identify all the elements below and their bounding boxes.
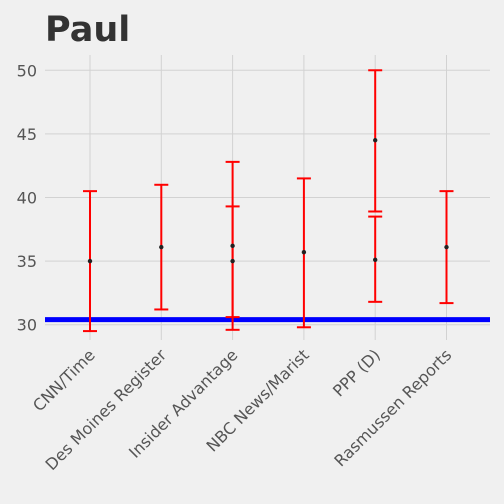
data-points: [87, 138, 449, 264]
y-tick-label: 50: [17, 61, 37, 80]
grid: [45, 55, 490, 340]
data-point: [230, 258, 235, 264]
x-tick-label: PPP (D): [329, 345, 384, 400]
data-point: [373, 257, 378, 263]
y-tick-label: 30: [17, 316, 37, 335]
data-point: [230, 243, 235, 249]
y-tick-label: 45: [17, 125, 37, 144]
data-point: [444, 244, 449, 250]
x-tick-label: Rasmussen Reports: [330, 345, 455, 470]
x-tick-label: Des Moines Register: [42, 345, 171, 474]
error-bars: [83, 69, 454, 333]
y-tick-label: 40: [17, 189, 37, 208]
y-axis-ticks: 30 35 40 45 50: [17, 61, 37, 334]
data-point: [159, 244, 164, 250]
data-point: [87, 258, 93, 264]
x-tick-label: CNN/Time: [29, 345, 99, 415]
y-tick-label: 35: [17, 252, 37, 271]
chart-title: Paul: [45, 10, 130, 50]
data-point: [301, 250, 307, 255]
data-point: [373, 138, 378, 143]
